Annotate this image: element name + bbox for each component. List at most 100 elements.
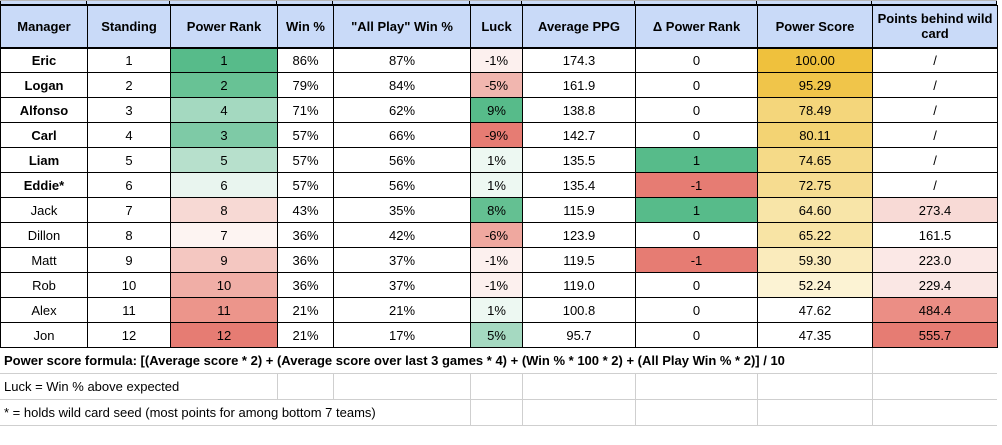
cell-power-score[interactable]: 95.29 [757, 72, 873, 98]
cell-power-score[interactable]: 47.35 [757, 322, 873, 348]
cell-delta-power-rank[interactable]: 1 [635, 197, 758, 223]
cell-all-play-win-pct[interactable]: 21% [333, 297, 471, 323]
cell-power-score[interactable]: 78.49 [757, 97, 873, 123]
cell-delta-power-rank[interactable]: 0 [635, 222, 758, 248]
cell-delta-power-rank[interactable]: 1 [635, 147, 758, 173]
cell-manager[interactable]: Eddie* [0, 172, 88, 198]
note-text[interactable]: * = holds wild card seed (most points fo… [0, 400, 382, 425]
cell-all-play-win-pct[interactable]: 42% [333, 222, 471, 248]
cell-power-rank[interactable]: 1 [170, 47, 278, 73]
note-text[interactable]: Luck = Win % above expected [0, 374, 186, 399]
column-header-power-rank[interactable]: Power Rank [170, 5, 278, 49]
cell-standing[interactable]: 11 [87, 297, 171, 323]
cell-average-ppg[interactable]: 119.0 [522, 272, 636, 298]
cell-average-ppg[interactable]: 142.7 [522, 122, 636, 148]
cell-luck[interactable]: 9% [470, 97, 523, 123]
cell-manager[interactable]: Liam [0, 147, 88, 173]
cell-power-score[interactable]: 100.00 [757, 47, 873, 73]
cell-manager[interactable]: Jon [0, 322, 88, 348]
cell-standing[interactable]: 4 [87, 122, 171, 148]
cell-win-pct[interactable]: 57% [277, 172, 334, 198]
cell-win-pct[interactable]: 36% [277, 222, 334, 248]
cell-all-play-win-pct[interactable]: 66% [333, 122, 471, 148]
cell-power-score[interactable]: 64.60 [757, 197, 873, 223]
column-header-manager[interactable]: Manager [0, 5, 88, 49]
cell-all-play-win-pct[interactable]: 35% [333, 197, 471, 223]
cell-power-rank[interactable]: 5 [170, 147, 278, 173]
note-text[interactable]: Power score formula: [(Average score * 2… [0, 348, 791, 373]
cell-manager[interactable]: Matt [0, 247, 88, 273]
cell-standing[interactable]: 5 [87, 147, 171, 173]
cell-win-pct[interactable]: 21% [277, 322, 334, 348]
cell-average-ppg[interactable]: 95.7 [522, 322, 636, 348]
cell-all-play-win-pct[interactable]: 56% [333, 147, 471, 173]
cell-average-ppg[interactable]: 138.8 [522, 97, 636, 123]
cell-manager[interactable]: Eric [0, 47, 88, 73]
cell-standing[interactable]: 2 [87, 72, 171, 98]
cell-delta-power-rank[interactable]: -1 [635, 247, 758, 273]
cell-average-ppg[interactable]: 174.3 [522, 47, 636, 73]
cell-delta-power-rank[interactable]: 0 [635, 72, 758, 98]
cell-standing[interactable]: 3 [87, 97, 171, 123]
cell-power-score[interactable]: 80.11 [757, 122, 873, 148]
cell-standing[interactable]: 12 [87, 322, 171, 348]
column-header-points-behind-wild-card[interactable]: Points behind wild card [872, 5, 998, 49]
cell-all-play-win-pct[interactable]: 62% [333, 97, 471, 123]
cell-power-rank[interactable]: 10 [170, 272, 278, 298]
cell-standing[interactable]: 8 [87, 222, 171, 248]
column-header-power-score[interactable]: Power Score [757, 5, 873, 49]
cell-power-score[interactable]: 59.30 [757, 247, 873, 273]
cell-power-score[interactable]: 74.65 [757, 147, 873, 173]
cell-average-ppg[interactable]: 119.5 [522, 247, 636, 273]
cell-win-pct[interactable]: 86% [277, 47, 334, 73]
cell-all-play-win-pct[interactable]: 56% [333, 172, 471, 198]
cell-average-ppg[interactable]: 115.9 [522, 197, 636, 223]
column-header-win-pct[interactable]: Win % [277, 5, 334, 49]
cell-points-behind-wild-card[interactable]: 229.4 [872, 272, 998, 298]
cell-power-rank[interactable]: 3 [170, 122, 278, 148]
cell-luck[interactable]: -1% [470, 272, 523, 298]
cell-all-play-win-pct[interactable]: 87% [333, 47, 471, 73]
cell-points-behind-wild-card[interactable]: 161.5 [872, 222, 998, 248]
cell-all-play-win-pct[interactable]: 37% [333, 247, 471, 273]
cell-luck[interactable]: -1% [470, 247, 523, 273]
cell-manager[interactable]: Logan [0, 72, 88, 98]
cell-power-rank[interactable]: 8 [170, 197, 278, 223]
cell-power-rank[interactable]: 4 [170, 97, 278, 123]
cell-luck[interactable]: 1% [470, 297, 523, 323]
cell-manager[interactable]: Rob [0, 272, 88, 298]
cell-average-ppg[interactable]: 161.9 [522, 72, 636, 98]
cell-manager[interactable]: Carl [0, 122, 88, 148]
cell-luck[interactable]: -5% [470, 72, 523, 98]
cell-power-score[interactable]: 65.22 [757, 222, 873, 248]
cell-average-ppg[interactable]: 123.9 [522, 222, 636, 248]
cell-win-pct[interactable]: 79% [277, 72, 334, 98]
cell-standing[interactable]: 6 [87, 172, 171, 198]
cell-points-behind-wild-card[interactable]: 223.0 [872, 247, 998, 273]
cell-points-behind-wild-card[interactable]: 484.4 [872, 297, 998, 323]
cell-all-play-win-pct[interactable]: 37% [333, 272, 471, 298]
cell-power-rank[interactable]: 2 [170, 72, 278, 98]
cell-power-rank[interactable]: 12 [170, 322, 278, 348]
cell-win-pct[interactable]: 57% [277, 147, 334, 173]
cell-all-play-win-pct[interactable]: 84% [333, 72, 471, 98]
cell-manager[interactable]: Dillon [0, 222, 88, 248]
cell-power-rank[interactable]: 6 [170, 172, 278, 198]
cell-luck[interactable]: 1% [470, 172, 523, 198]
cell-delta-power-rank[interactable]: 0 [635, 322, 758, 348]
cell-points-behind-wild-card[interactable]: / [872, 147, 998, 173]
cell-delta-power-rank[interactable]: -1 [635, 172, 758, 198]
cell-points-behind-wild-card[interactable]: 555.7 [872, 322, 998, 348]
column-header-all-play-win-pct[interactable]: "All Play" Win % [333, 5, 471, 49]
cell-win-pct[interactable]: 21% [277, 297, 334, 323]
cell-luck[interactable]: 1% [470, 147, 523, 173]
cell-points-behind-wild-card[interactable]: / [872, 47, 998, 73]
cell-power-rank[interactable]: 9 [170, 247, 278, 273]
cell-points-behind-wild-card[interactable]: / [872, 97, 998, 123]
cell-win-pct[interactable]: 36% [277, 272, 334, 298]
cell-power-rank[interactable]: 7 [170, 222, 278, 248]
cell-standing[interactable]: 9 [87, 247, 171, 273]
cell-average-ppg[interactable]: 135.4 [522, 172, 636, 198]
column-header-average-ppg[interactable]: Average PPG [522, 5, 636, 49]
cell-standing[interactable]: 7 [87, 197, 171, 223]
